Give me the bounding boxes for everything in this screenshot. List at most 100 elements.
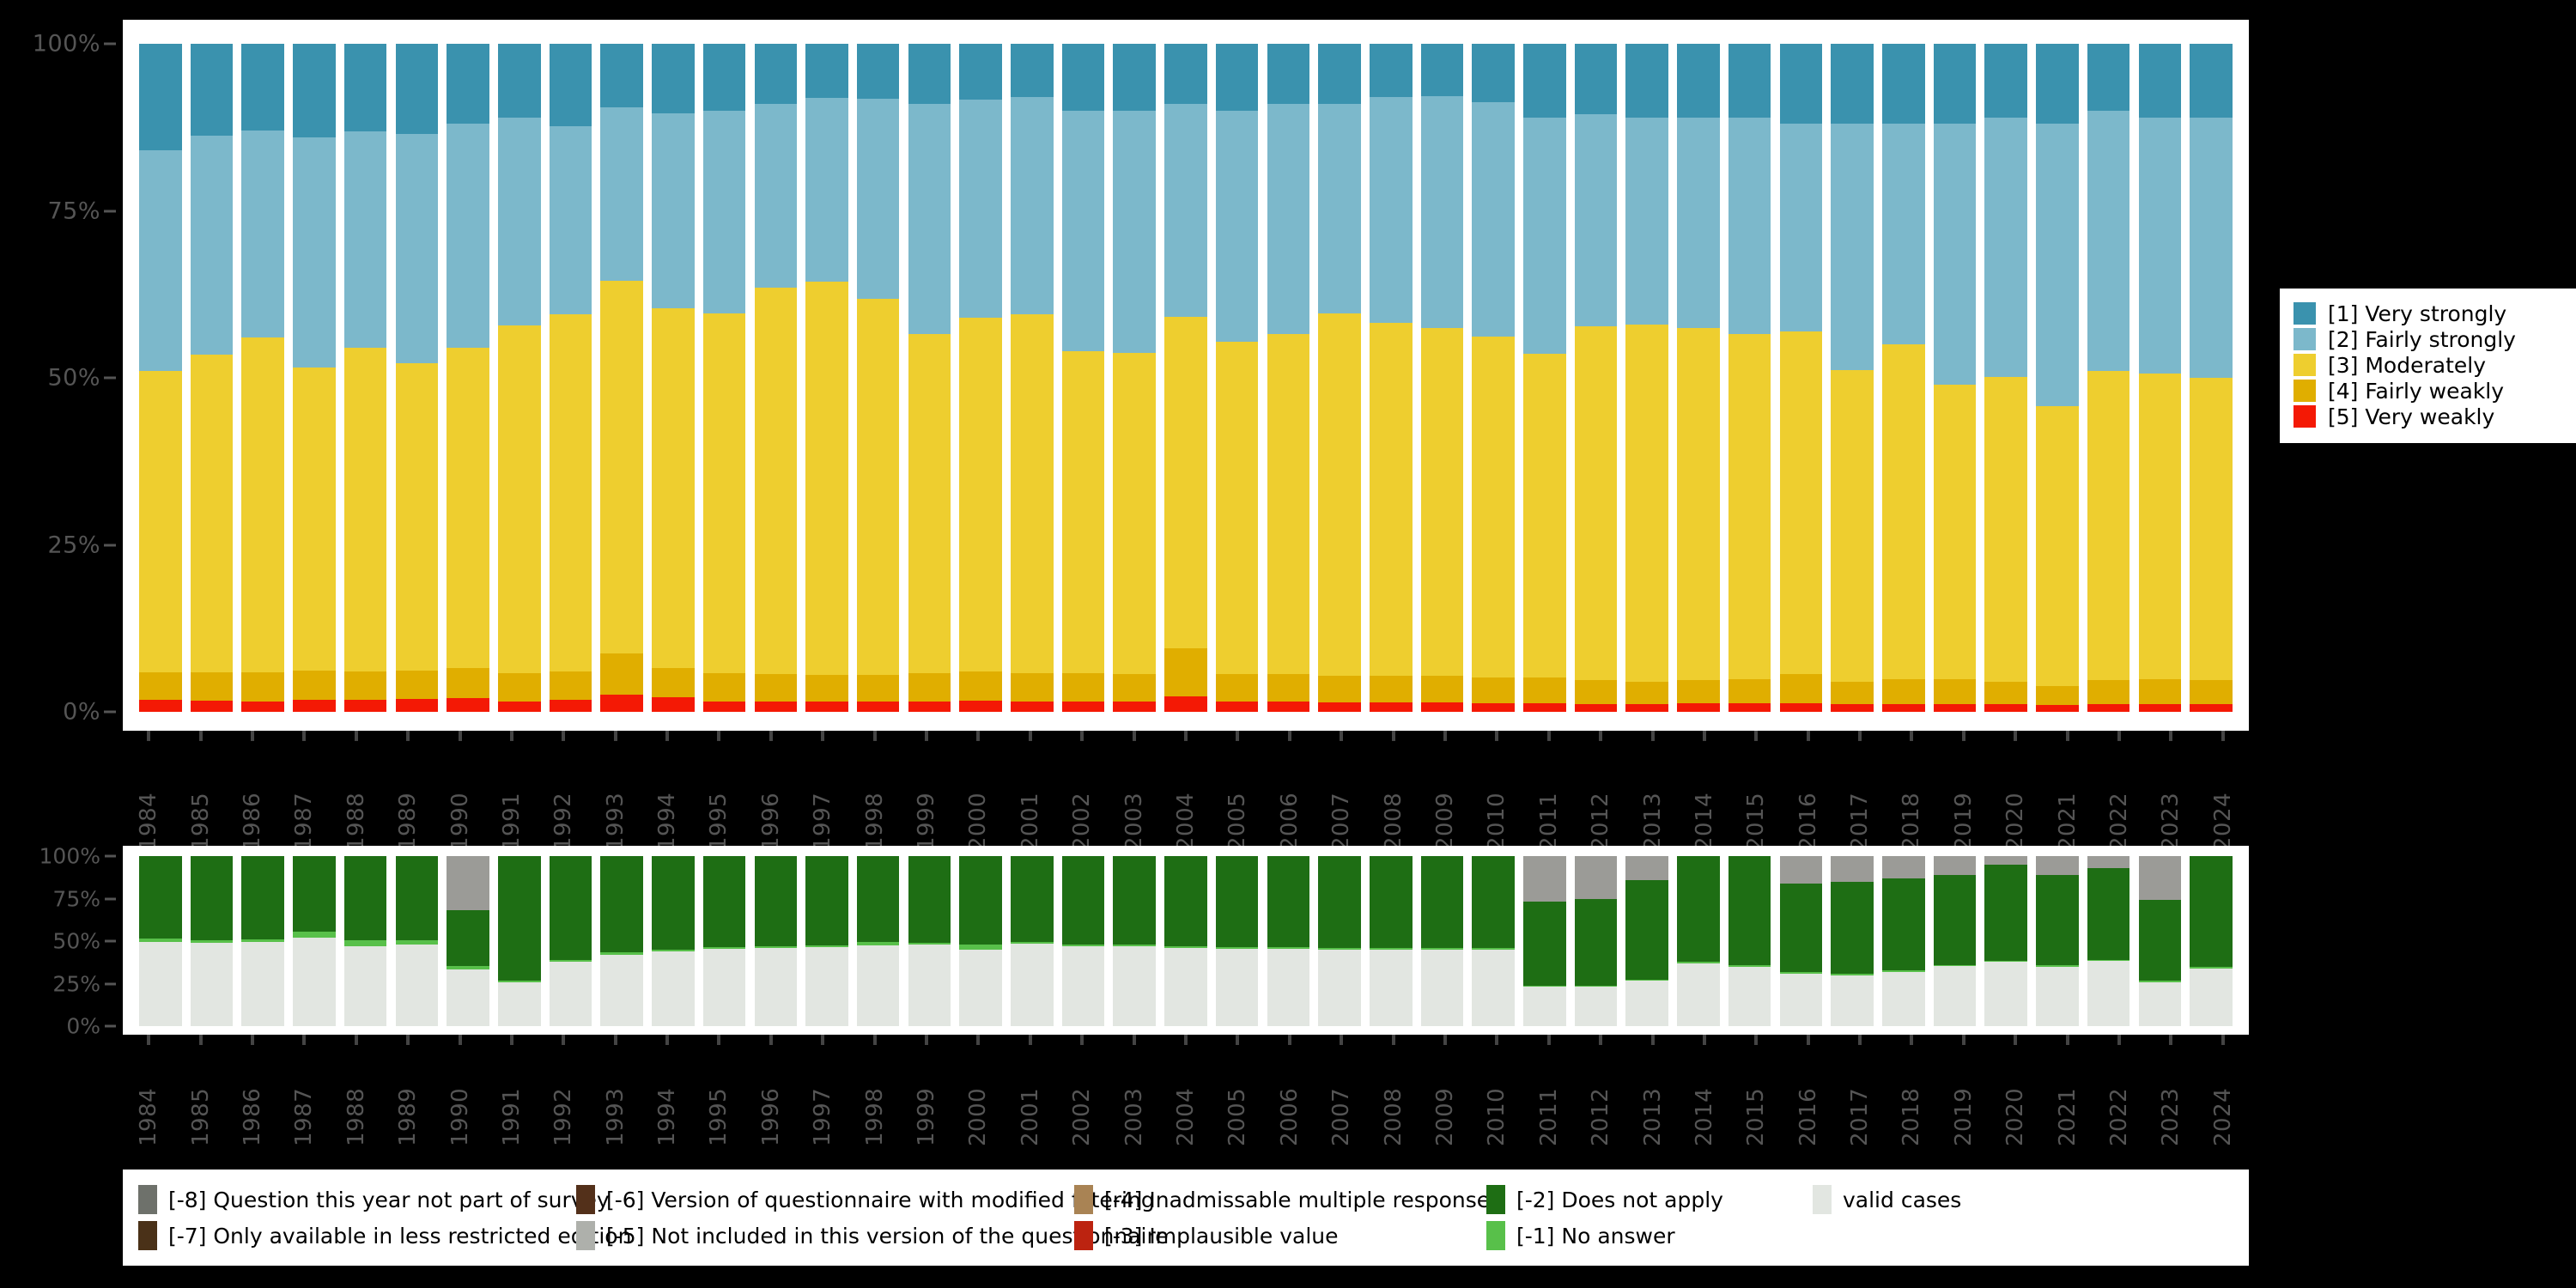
lower-stacked-bar[interactable]: [1267, 856, 1310, 1026]
lower-stacked-bar[interactable]: [1881, 856, 1925, 1026]
legend-item[interactable]: valid cases: [1813, 1182, 2036, 1218]
lower-stacked-bar[interactable]: [395, 856, 439, 1026]
lower-stacked-bar[interactable]: [1523, 856, 1566, 1026]
stacked-bar[interactable]: [1779, 44, 1823, 712]
lower-stacked-bar[interactable]: [1011, 856, 1054, 1026]
stacked-bar[interactable]: [1113, 44, 1156, 712]
stacked-bar[interactable]: [2036, 44, 2079, 712]
lower-stacked-bar[interactable]: [2036, 856, 2079, 1026]
stacked-bar[interactable]: [1215, 44, 1259, 712]
stacked-bar[interactable]: [805, 44, 848, 712]
legend-item[interactable]: [4] Fairly weakly: [2293, 378, 2568, 404]
lower-stacked-bar[interactable]: [343, 856, 387, 1026]
stacked-bar[interactable]: [395, 44, 439, 712]
stacked-bar[interactable]: [1369, 44, 1413, 712]
stacked-bar[interactable]: [447, 44, 489, 712]
lower-bar-segment: [856, 856, 900, 942]
lower-stacked-bar[interactable]: [959, 856, 1002, 1026]
legend-item[interactable]: [-4] Inadmissable multiple response: [1074, 1182, 1490, 1218]
lower-stacked-bar[interactable]: [702, 856, 746, 1026]
lower-stacked-bar[interactable]: [754, 856, 798, 1026]
stacked-bar[interactable]: [1677, 44, 1720, 712]
stacked-bar[interactable]: [1318, 44, 1361, 712]
lower-stacked-bar[interactable]: [2138, 856, 2182, 1026]
stacked-bar[interactable]: [343, 44, 387, 712]
stacked-bar[interactable]: [2138, 44, 2182, 712]
lower-stacked-bar[interactable]: [1831, 856, 1874, 1026]
stacked-bar[interactable]: [1523, 44, 1566, 712]
legend-item[interactable]: [5] Very weakly: [2293, 404, 2568, 429]
legend-item[interactable]: [-3] Implausible value: [1074, 1218, 1486, 1254]
lower-stacked-bar[interactable]: [549, 856, 592, 1026]
stacked-bar[interactable]: [2087, 44, 2130, 712]
stacked-bar[interactable]: [1164, 44, 1207, 712]
lower-stacked-bar[interactable]: [1472, 856, 1515, 1026]
lower-stacked-bar[interactable]: [1625, 856, 1669, 1026]
stacked-bar[interactable]: [293, 44, 336, 712]
stacked-bar[interactable]: [754, 44, 798, 712]
lower-stacked-bar[interactable]: [1984, 856, 2027, 1026]
stacked-bar[interactable]: [1984, 44, 2027, 712]
stacked-bar[interactable]: [498, 44, 541, 712]
stacked-bar[interactable]: [139, 44, 182, 712]
stacked-bar[interactable]: [1625, 44, 1669, 712]
stacked-bar[interactable]: [652, 44, 695, 712]
lower-stacked-bar[interactable]: [856, 856, 900, 1026]
stacked-bar[interactable]: [1011, 44, 1054, 712]
stacked-bar[interactable]: [959, 44, 1002, 712]
lower-stacked-bar[interactable]: [1728, 856, 1771, 1026]
lower-stacked-bar[interactable]: [600, 856, 643, 1026]
stacked-bar[interactable]: [1574, 44, 1618, 712]
stacked-bar[interactable]: [1472, 44, 1515, 712]
stacked-bar[interactable]: [856, 44, 900, 712]
lower-stacked-bar[interactable]: [1215, 856, 1259, 1026]
stacked-bar[interactable]: [1420, 44, 1464, 712]
lower-stacked-bar[interactable]: [1164, 856, 1207, 1026]
stacked-bar[interactable]: [1933, 44, 1977, 712]
legend-item[interactable]: [-5] Not included in this version of the…: [576, 1218, 1169, 1254]
stacked-bar[interactable]: [1267, 44, 1310, 712]
legend-item[interactable]: [-1] No answer: [1486, 1218, 1813, 1254]
lower-stacked-bar[interactable]: [241, 856, 285, 1026]
legend-item[interactable]: [-8] Question this year not part of surv…: [138, 1182, 610, 1218]
lower-stacked-bar[interactable]: [2190, 856, 2233, 1026]
lower-stacked-bar[interactable]: [293, 856, 336, 1026]
bar-segment: [2190, 704, 2233, 712]
stacked-bar[interactable]: [1881, 44, 1925, 712]
stacked-bar[interactable]: [190, 44, 234, 712]
legend-item[interactable]: [-2] Does not apply: [1486, 1182, 1813, 1218]
stacked-bar[interactable]: [549, 44, 592, 712]
legend-item[interactable]: [1] Very strongly: [2293, 301, 2568, 326]
lower-stacked-bar[interactable]: [190, 856, 234, 1026]
stacked-bar[interactable]: [2190, 44, 2233, 712]
stacked-bar[interactable]: [908, 44, 951, 712]
lower-stacked-bar[interactable]: [1113, 856, 1156, 1026]
lower-stacked-bar[interactable]: [1933, 856, 1977, 1026]
lower-stacked-bar[interactable]: [498, 856, 541, 1026]
lower-stacked-bar[interactable]: [139, 856, 182, 1026]
lower-stacked-bar[interactable]: [1420, 856, 1464, 1026]
lower-stacked-bar[interactable]: [1318, 856, 1361, 1026]
lower-stacked-bar[interactable]: [652, 856, 695, 1026]
stacked-bar[interactable]: [241, 44, 285, 712]
stacked-bar[interactable]: [600, 44, 643, 712]
lower-stacked-bar[interactable]: [1574, 856, 1618, 1026]
legend-item[interactable]: [-6] Version of questionnaire with modif…: [576, 1182, 1155, 1218]
lower-stacked-bar[interactable]: [1779, 856, 1823, 1026]
lower-stacked-bar[interactable]: [1061, 856, 1105, 1026]
bar-segment: [600, 106, 643, 282]
lower-stacked-bar[interactable]: [908, 856, 951, 1026]
lower-stacked-bar[interactable]: [447, 856, 489, 1026]
lower-stacked-bar[interactable]: [1369, 856, 1413, 1026]
lower-stacked-bar[interactable]: [805, 856, 848, 1026]
lower-stacked-bar[interactable]: [1677, 856, 1720, 1026]
stacked-bar[interactable]: [702, 44, 746, 712]
lower-stacked-bar[interactable]: [2087, 856, 2130, 1026]
stacked-bar[interactable]: [1061, 44, 1105, 712]
bar-segment: [856, 299, 900, 676]
stacked-bar[interactable]: [1831, 44, 1874, 712]
stacked-bar[interactable]: [1728, 44, 1771, 712]
legend-item[interactable]: [-7] Only available in less restricted e…: [138, 1218, 631, 1254]
legend-item[interactable]: [3] Moderately: [2293, 352, 2568, 378]
legend-item[interactable]: [2] Fairly strongly: [2293, 326, 2568, 352]
